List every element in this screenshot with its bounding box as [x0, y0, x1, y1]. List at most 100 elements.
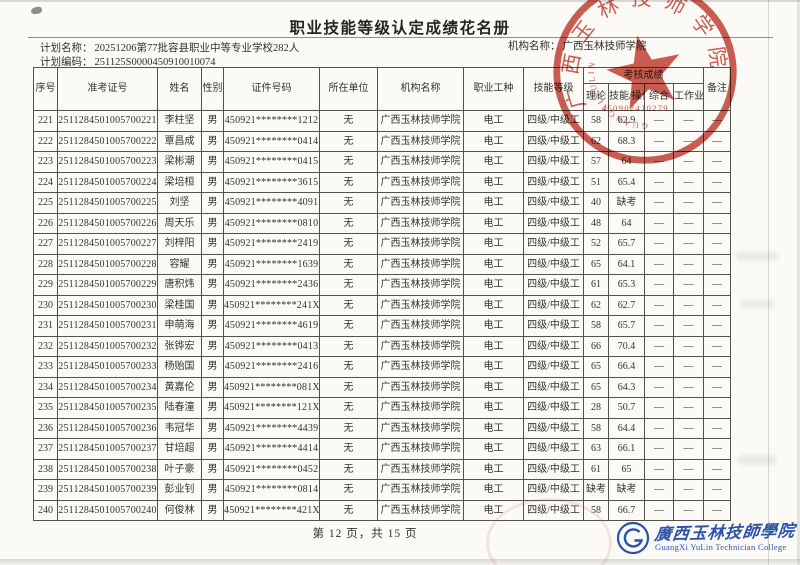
cell-name: 张铧宏: [157, 335, 202, 357]
header-name: 姓名: [157, 67, 202, 111]
cell-comprehensive: —: [644, 130, 674, 152]
cell-skill: 64: [608, 212, 645, 234]
cell-gender: 男: [201, 171, 224, 193]
header-skill: 技能/操作: [608, 83, 645, 111]
cell-gender: 男: [201, 151, 224, 173]
cell-occupation: 电工: [463, 438, 524, 460]
cell-level: 四级/中级工: [523, 458, 584, 480]
table-row: 231 2511284501005700231 申萌海男 450921********…: [33, 315, 731, 337]
cell-skill: 65.3: [608, 274, 645, 296]
cell-theory: 63: [583, 438, 609, 460]
cell-index: 225: [33, 192, 58, 214]
cell-ticket_no: 2511284501005700235: [57, 397, 158, 419]
cell-comprehensive: —: [644, 438, 674, 460]
cell-gender: 男: [201, 315, 224, 337]
cell-occupation: 电工: [463, 130, 524, 152]
cell-theory: 61: [583, 458, 609, 480]
cell-performance: —: [673, 171, 704, 193]
cell-occupation: 电工: [463, 233, 524, 255]
cell-comprehensive: —: [644, 376, 674, 398]
cell-occupation: 电工: [463, 376, 524, 398]
cell-index: 227: [33, 233, 58, 255]
cell-index: 223: [33, 151, 58, 173]
cell-remark: —: [703, 356, 731, 378]
cell-gender: 男: [201, 438, 224, 460]
cell-org: 广西玉林技师学院: [377, 499, 464, 521]
cell-occupation: 电工: [463, 397, 524, 419]
cell-name: 黄嘉伦: [157, 376, 202, 398]
table-row: 225 2511284501005700225 刘坚男 450921********4…: [33, 192, 731, 214]
cell-occupation: 电工: [463, 294, 524, 316]
cell-level: 四级/中级工: [523, 110, 584, 132]
cell-remark: —: [703, 110, 731, 132]
cell-occupation: 电工: [463, 110, 524, 132]
cell-level: 四级/中级工: [523, 294, 584, 316]
cell-skill: 缺考: [608, 479, 645, 501]
cell-work_unit: 无: [319, 192, 378, 214]
cell-theory: 65: [583, 356, 609, 378]
cell-occupation: 电工: [463, 212, 524, 234]
cell-occupation: 电工: [463, 479, 524, 501]
cell-remark: —: [703, 151, 731, 173]
cell-level: 四级/中级工: [523, 417, 584, 439]
cell-id_no: 450921********0452: [223, 458, 320, 480]
cell-name: 刘坚: [157, 192, 202, 214]
cell-id_no: 450921********081X: [223, 376, 320, 398]
cell-index: 224: [33, 171, 58, 193]
cell-work_unit: 无: [319, 253, 378, 275]
cell-level: 四级/中级工: [523, 274, 584, 296]
cell-comprehensive: —: [644, 151, 674, 173]
cell-performance: —: [673, 438, 704, 460]
cell-skill: 66.7: [608, 499, 645, 521]
table-row: 226 2511284501005700226 周天乐男 450921********…: [33, 212, 731, 234]
cell-index: 232: [33, 335, 58, 357]
cell-comprehensive: —: [644, 212, 674, 234]
table-row: 228 2511284501005700228 容耀男 450921********1…: [33, 253, 731, 275]
cell-theory: 40: [583, 192, 609, 214]
cell-ticket_no: 2511284501005700234: [57, 376, 158, 398]
cell-performance: —: [673, 212, 704, 234]
table-row: 232 2511284501005700232 张铧宏男 450921********…: [33, 335, 731, 357]
cell-org: 广西玉林技师学院: [377, 438, 464, 460]
cell-level: 四级/中级工: [523, 376, 584, 398]
table-row: 229 2511284501005700229 唐积炜男 450921********…: [33, 274, 731, 296]
cell-comprehensive: —: [644, 171, 674, 193]
cell-comprehensive: —: [644, 479, 674, 501]
cell-name: 申萌海: [157, 315, 202, 337]
cell-gender: 男: [201, 233, 224, 255]
cell-org: 广西玉林技师学院: [377, 274, 464, 296]
cell-theory: 65: [583, 376, 609, 398]
cell-id_no: 450921********0414: [223, 130, 320, 152]
cell-id_no: 450921********4414: [223, 438, 320, 460]
cell-skill: 65.7: [608, 233, 645, 255]
cell-level: 四级/中级工: [523, 438, 584, 460]
cell-index: 228: [33, 253, 58, 275]
table-row: 227 2511284501005700227 刘梓阳男 450921********…: [33, 233, 731, 255]
cell-index: 238: [33, 458, 58, 480]
cell-work_unit: 无: [319, 171, 378, 193]
cell-id_no: 450921********2419: [223, 233, 320, 255]
cell-performance: —: [673, 151, 704, 173]
cell-level: 四级/中级工: [523, 212, 584, 234]
cell-org: 广西玉林技师学院: [377, 192, 464, 214]
cell-comprehensive: —: [644, 274, 674, 296]
cell-remark: —: [703, 479, 731, 501]
cell-theory: 52: [583, 233, 609, 255]
table-row: 224 2511284501005700224 梁培桓男 450921********…: [33, 171, 731, 193]
cell-skill: 64.4: [608, 417, 645, 439]
scan-edge-top: [0, 0, 800, 2]
cell-theory: 57: [583, 151, 609, 173]
cell-org: 广西玉林技师学院: [377, 417, 464, 439]
cell-level: 四级/中级工: [523, 233, 584, 255]
cell-org: 广西玉林技师学院: [377, 130, 464, 152]
cell-id_no: 450921********421X: [223, 499, 320, 521]
plan-code-label: 计划编码：: [40, 57, 93, 68]
cell-index: 222: [33, 130, 58, 152]
cell-theory: 58: [583, 315, 609, 337]
cell-index: 239: [33, 479, 58, 501]
cell-org: 广西玉林技师学院: [377, 397, 464, 419]
org-name-label: 机构名称：: [508, 41, 561, 52]
cell-skill: 64.3: [608, 376, 645, 398]
cell-occupation: 电工: [463, 356, 524, 378]
scan-smudge: [740, 300, 774, 308]
